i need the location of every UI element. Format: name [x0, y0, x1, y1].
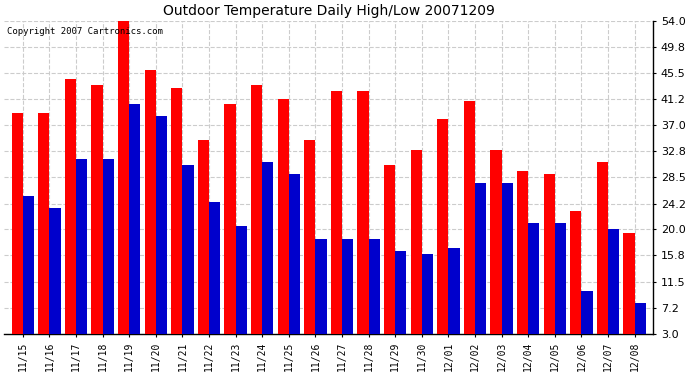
Bar [277, 99, 289, 334]
Bar [544, 174, 555, 334]
Bar [289, 174, 300, 334]
Bar [342, 238, 353, 334]
Bar [304, 140, 315, 334]
Bar [12, 113, 23, 334]
Bar [38, 113, 50, 334]
Bar [422, 254, 433, 334]
Bar [65, 79, 76, 334]
Bar [357, 92, 368, 334]
Bar [118, 21, 129, 334]
Bar [411, 150, 422, 334]
Bar [608, 230, 619, 334]
Bar [23, 196, 34, 334]
Bar [91, 85, 103, 334]
Bar [129, 104, 140, 334]
Bar [395, 251, 406, 334]
Bar [448, 248, 460, 334]
Bar [235, 226, 247, 334]
Bar [384, 165, 395, 334]
Bar [103, 159, 114, 334]
Bar [50, 208, 61, 334]
Bar [262, 162, 273, 334]
Bar [555, 224, 566, 334]
Bar [198, 140, 209, 334]
Bar [582, 291, 593, 334]
Bar [570, 211, 582, 334]
Bar [182, 165, 194, 334]
Bar [171, 88, 182, 334]
Bar [209, 202, 220, 334]
Bar [635, 303, 646, 334]
Bar [437, 119, 448, 334]
Bar [597, 162, 608, 334]
Bar [76, 159, 87, 334]
Bar [464, 100, 475, 334]
Bar [475, 183, 486, 334]
Bar [331, 92, 342, 334]
Bar [315, 238, 326, 334]
Bar [145, 70, 156, 334]
Bar [224, 104, 235, 334]
Title: Outdoor Temperature Daily High/Low 20071209: Outdoor Temperature Daily High/Low 20071… [163, 4, 495, 18]
Text: Copyright 2007 Cartronics.com: Copyright 2007 Cartronics.com [8, 27, 164, 36]
Bar [528, 224, 540, 334]
Bar [491, 150, 502, 334]
Bar [623, 232, 635, 334]
Bar [502, 183, 513, 334]
Bar [368, 238, 380, 334]
Bar [517, 171, 528, 334]
Bar [156, 116, 167, 334]
Bar [251, 85, 262, 334]
